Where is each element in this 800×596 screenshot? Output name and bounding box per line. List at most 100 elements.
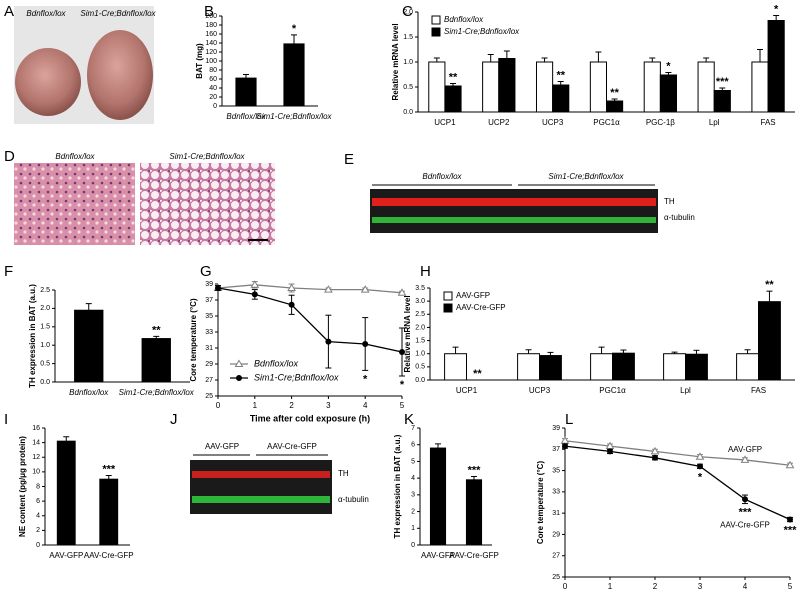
bar xyxy=(429,447,447,546)
y-axis-label: Relative mRNA level xyxy=(403,295,412,372)
panel-letter: F xyxy=(4,263,13,280)
y-tick-label: 1.5 xyxy=(40,324,50,331)
blot-image xyxy=(370,189,658,233)
data-point xyxy=(650,446,660,455)
data-point xyxy=(697,463,703,470)
y-tick-label: 39 xyxy=(205,281,213,288)
y-tick-label: 31 xyxy=(205,345,213,352)
tissue-sample xyxy=(15,48,81,116)
y-tick-label: 4 xyxy=(411,475,415,482)
group-label: Sim1-Cre;Bdnflox/lox xyxy=(169,152,245,161)
legend-label: Bdnflox/lox xyxy=(444,15,484,24)
panel-letter: G xyxy=(200,263,212,280)
x-tick-label: 5 xyxy=(788,582,793,591)
y-tick-label: 31 xyxy=(552,510,560,517)
bar xyxy=(758,301,781,381)
histology-image xyxy=(14,163,135,245)
y-tick-label: 2 xyxy=(411,508,415,515)
y-axis-label: Core temperature (°C) xyxy=(536,461,545,545)
y-tick-label: 35 xyxy=(205,313,213,320)
x-tick-label: Sim1-Cre;Bdnflox/lox xyxy=(119,388,195,397)
group-label: Sim1-Cre;Bdnflox/lox xyxy=(80,9,156,18)
band-label: α-tubulin xyxy=(338,495,369,504)
data-point xyxy=(785,460,795,469)
band-label: TH xyxy=(338,469,349,478)
legend-label: Bdnflox/lox xyxy=(254,358,299,368)
y-tick-label: 0.5 xyxy=(415,364,425,371)
y-tick-label: 180 xyxy=(205,22,217,29)
x-tick-label: 0 xyxy=(563,582,568,591)
x-tick-label: AAV-Cre-GFP xyxy=(84,551,134,560)
group-label: Sim1-Cre;Bdnflox/lox xyxy=(548,172,624,181)
y-tick-label: 6 xyxy=(36,498,40,505)
y-tick-label: 25 xyxy=(205,393,213,400)
band-label: α-tubulin xyxy=(664,213,695,222)
x-tick-label: FAS xyxy=(761,118,776,127)
y-tick-label: 39 xyxy=(552,425,560,432)
bar xyxy=(589,61,607,113)
group-label: Bdnflox/lox xyxy=(26,9,66,18)
y-tick-label: 27 xyxy=(205,377,213,384)
bar xyxy=(444,85,462,113)
data-point xyxy=(652,454,658,461)
data-point xyxy=(562,443,568,450)
y-tick-label: 0 xyxy=(213,103,217,110)
y-axis-label: TH expression in BAT (a.u.) xyxy=(28,284,37,388)
data-point xyxy=(742,496,748,503)
legend-swatch xyxy=(443,303,453,313)
y-tick-label: 80 xyxy=(209,67,217,74)
bar xyxy=(713,90,731,113)
x-tick-label: AAV-Cre-GFP xyxy=(449,551,499,560)
x-tick-label: UCP3 xyxy=(529,386,551,395)
significance-marker: *** xyxy=(716,76,730,88)
y-tick-label: 2.5 xyxy=(40,287,50,294)
x-tick-label: 5 xyxy=(400,401,405,410)
y-tick-label: 160 xyxy=(205,31,217,38)
data-point xyxy=(360,285,370,293)
legend-label: AAV-Cre-GFP xyxy=(456,303,506,312)
significance-marker: *** xyxy=(784,525,798,537)
x-tick-label: 4 xyxy=(363,401,368,410)
y-axis-label: NE content (pg/μg protein) xyxy=(18,436,27,537)
y-axis-label: Relative mRNA level xyxy=(391,23,400,100)
y-tick-label: 12 xyxy=(32,454,40,461)
band-label: TH xyxy=(664,197,675,206)
panel-letter: I xyxy=(4,411,8,428)
significance-marker: * xyxy=(292,23,297,35)
significance-marker: ** xyxy=(473,368,482,380)
y-tick-label: 35 xyxy=(552,467,560,474)
data-point xyxy=(399,349,405,355)
y-tick-label: 200 xyxy=(205,13,217,20)
significance-marker: *** xyxy=(739,506,753,518)
blot-band xyxy=(192,496,330,503)
y-tick-label: 29 xyxy=(552,531,560,538)
data-point xyxy=(250,280,260,288)
x-tick-label: Lpl xyxy=(709,118,720,127)
x-tick-label: AAV-GFP xyxy=(49,551,83,560)
bar xyxy=(465,479,483,546)
group-label: AAV-Cre-GFP xyxy=(267,442,317,451)
significance-marker: ** xyxy=(765,279,774,291)
legend-label: Sim1-Cre;Bdnflox/lox xyxy=(254,372,339,382)
data-point xyxy=(287,283,296,291)
y-tick-label: 100 xyxy=(205,58,217,65)
x-tick-label: 4 xyxy=(743,582,748,591)
x-tick-label: 1 xyxy=(608,582,613,591)
data-point xyxy=(324,285,333,293)
histology-image xyxy=(140,163,275,245)
y-axis-label: BAT (mg) xyxy=(195,43,204,79)
group-label: AAV-GFP xyxy=(205,442,239,451)
y-tick-label: 33 xyxy=(552,489,560,496)
panel-letter: C xyxy=(402,3,413,20)
bar xyxy=(539,355,562,381)
bar xyxy=(74,309,104,383)
data-point xyxy=(234,359,244,367)
bar xyxy=(590,353,613,381)
significance-marker: ** xyxy=(152,324,161,336)
y-tick-label: 4 xyxy=(36,513,40,520)
x-tick-label: 3 xyxy=(326,401,331,410)
bar xyxy=(685,353,708,381)
y-tick-label: 3 xyxy=(411,492,415,499)
bar xyxy=(736,353,759,381)
